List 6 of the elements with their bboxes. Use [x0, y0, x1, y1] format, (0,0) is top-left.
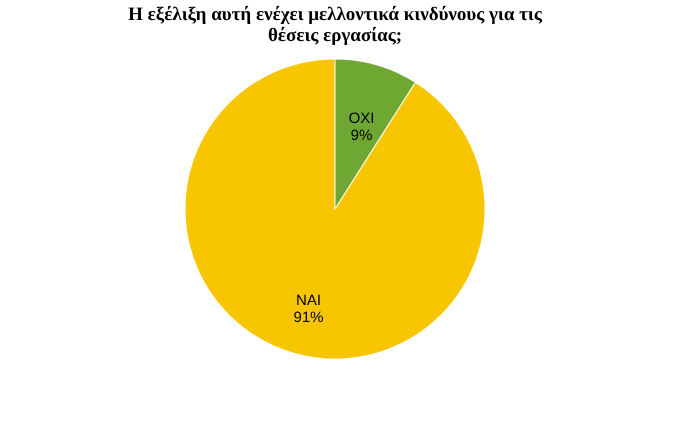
- pie-slice: [184, 58, 486, 360]
- data-label: 91%: [293, 309, 324, 326]
- data-label: 9%: [350, 126, 372, 144]
- slice-label: ΟΧΙ: [348, 110, 374, 127]
- slice-label: ΝΑΙ: [296, 292, 322, 310]
- chart-title: Η εξέλιξη αυτή ενέχει μελλοντικά κινδύνους για τις θέσεις εργασίας;: [128, 4, 543, 46]
